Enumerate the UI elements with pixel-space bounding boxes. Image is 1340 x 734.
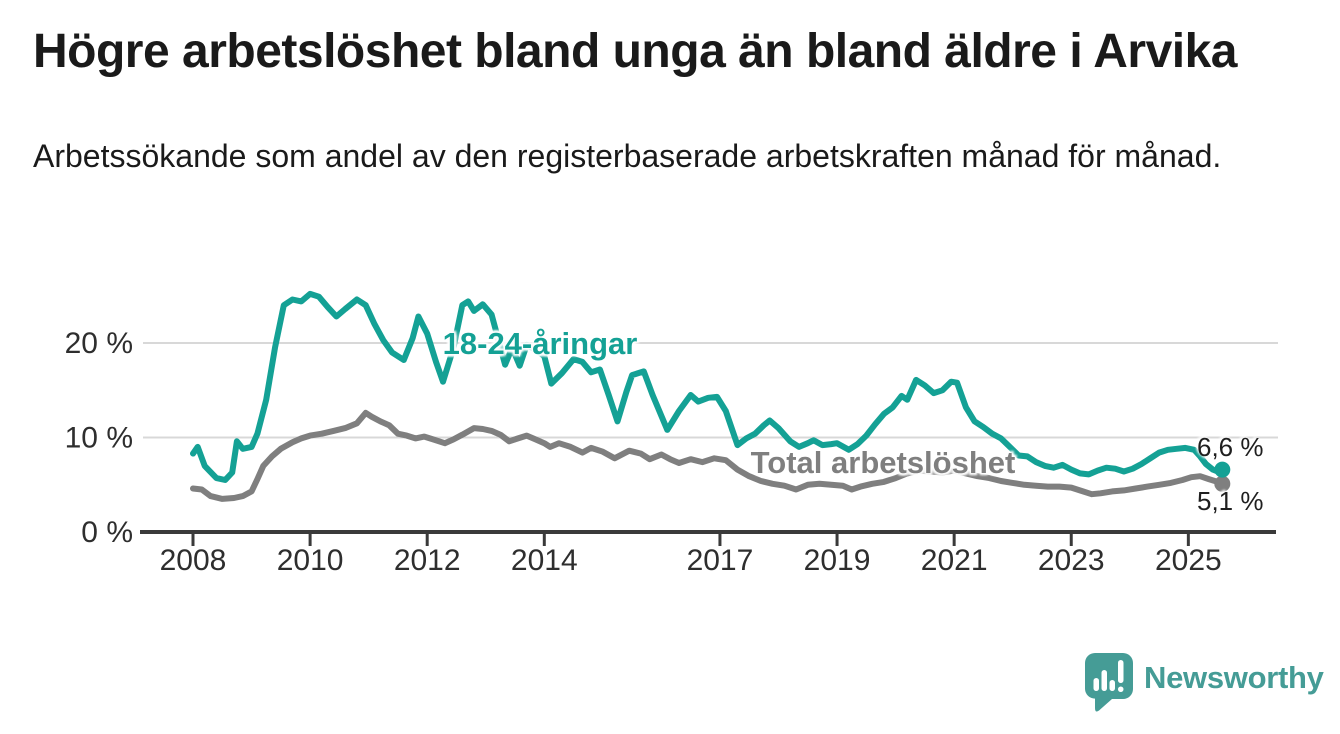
x-axis-label: 2017: [687, 544, 754, 577]
series-end-dot-youth: [1214, 461, 1231, 478]
end-value-label-youth: 6,6 %: [1197, 432, 1264, 462]
series-end-dot-total: [1214, 475, 1231, 492]
newsworthy-branding: Newsworthy: [1085, 653, 1324, 713]
x-axis-label: 2023: [1038, 544, 1105, 577]
series-line-youth: [190, 290, 1226, 483]
series-label-youth: 18-24-åringar: [442, 326, 638, 361]
series-line-total: [190, 409, 1226, 502]
newsworthy-logo-icon: [1085, 653, 1133, 712]
y-axis-label: 10 %: [65, 422, 133, 455]
page-subtitle: Arbetssökande som andel av den registerb…: [33, 138, 1222, 174]
y-axis-label: 0 %: [81, 516, 133, 549]
end-value-label-total: 5,1 %: [1197, 486, 1264, 516]
series-label-total: Total arbetslöshet: [750, 445, 1016, 480]
x-axis-label: 2012: [394, 544, 461, 577]
speech-bubble-shape: [1085, 653, 1133, 712]
x-axis-label: 2025: [1155, 544, 1222, 577]
x-axis-label: 2021: [921, 544, 988, 577]
page-title: Högre arbetslöshet bland unga än bland ä…: [33, 25, 1238, 78]
x-axis-label: 2019: [804, 544, 871, 577]
x-axis-label: 2008: [160, 544, 227, 577]
newsworthy-wordmark: Newsworthy: [1144, 660, 1324, 695]
x-axis-label: 2010: [277, 544, 344, 577]
x-axis-label: 2014: [511, 544, 578, 577]
bar-chart-exclamation-glyph: [1093, 660, 1124, 692]
y-axis-label: 20 %: [65, 327, 133, 360]
